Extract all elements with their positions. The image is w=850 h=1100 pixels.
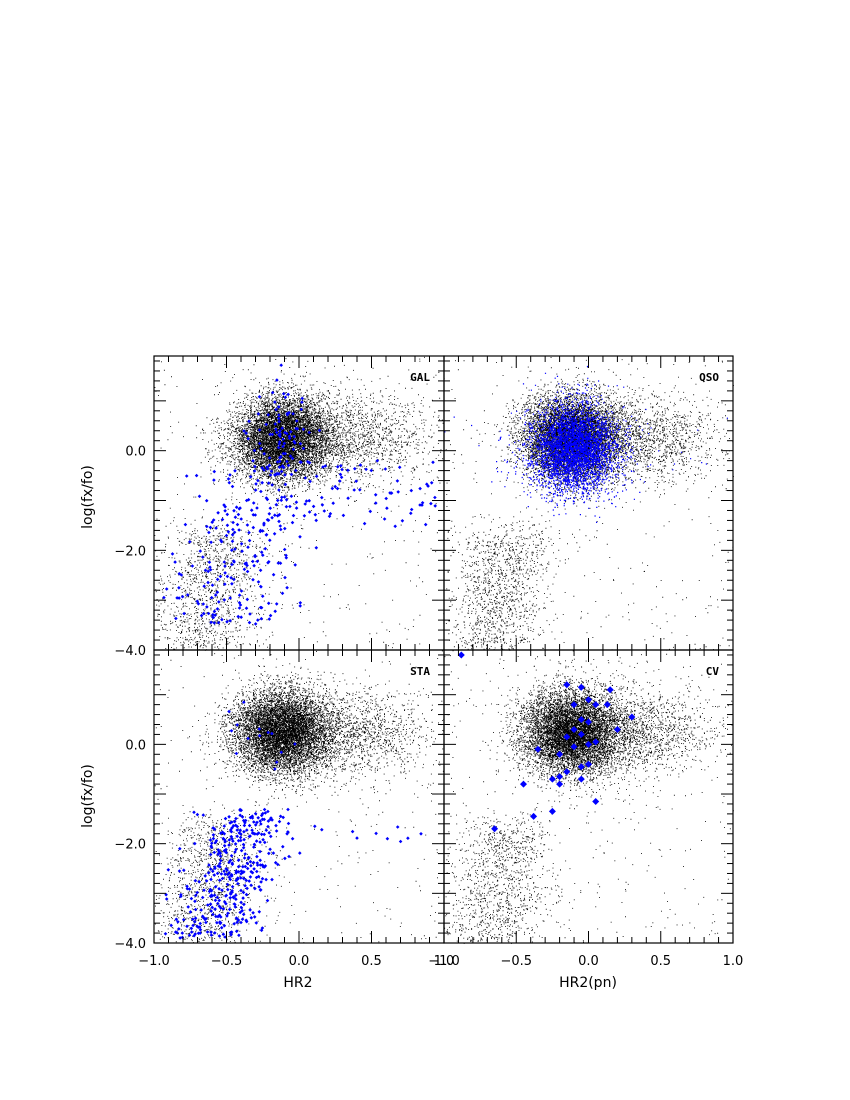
y-tick-label: −4.0 (114, 644, 146, 659)
x-tick-label: −0.5 (500, 954, 532, 969)
panel-frame (443, 355, 734, 651)
x-tick-label: 0.0 (578, 954, 599, 969)
y-tick-label: 0.0 (125, 445, 146, 460)
x-tick-label: 1.0 (723, 954, 744, 969)
panel-gal: −4.0 −2.0 0.0 GAL (114, 355, 445, 659)
class-points (162, 363, 437, 626)
y-tick-label: −2.0 (114, 544, 146, 559)
panel-label: CV (706, 665, 720, 678)
x-tick-label: −1.0 (138, 954, 170, 969)
panel-label: STA (410, 665, 430, 678)
y-axis-title-top: log(fx/fo) (80, 465, 96, 529)
panel-qso: QSO (443, 355, 734, 651)
x-axis-title-left: HR2 (283, 975, 312, 991)
y-tick-label: 0.0 (125, 738, 146, 753)
panel-label: GAL (410, 371, 430, 384)
panel-cv: −1.0 −0.5 0.0 0.5 1.0 CV (428, 649, 744, 969)
x-axis-title-right: HR2(pn) (559, 975, 617, 991)
y-tick-label: −4.0 (114, 937, 146, 952)
background-points (154, 650, 445, 944)
y-axis-title-bottom: log(fx/fo) (80, 764, 96, 828)
class-points (444, 365, 728, 523)
x-tick-label: −1.0 (428, 954, 460, 969)
panel-sta: −4.0 −2.0 0.0 −1.0 −0.5 0.0 0.5 1.0 STA (114, 649, 455, 969)
x-tick-label: 0.5 (361, 954, 382, 969)
x-tick-label: 0.0 (289, 954, 310, 969)
x-tick-label: −0.5 (211, 954, 243, 969)
y-tick-label: −2.0 (114, 838, 146, 853)
panel-label: QSO (699, 371, 719, 384)
background-points (444, 650, 734, 944)
panel-frame (443, 649, 734, 944)
x-tick-label: 1.0 (434, 954, 455, 969)
background-points (154, 356, 445, 651)
x-tick-label: 0.5 (650, 954, 671, 969)
background-points (445, 357, 734, 651)
panel-frame (153, 649, 445, 944)
